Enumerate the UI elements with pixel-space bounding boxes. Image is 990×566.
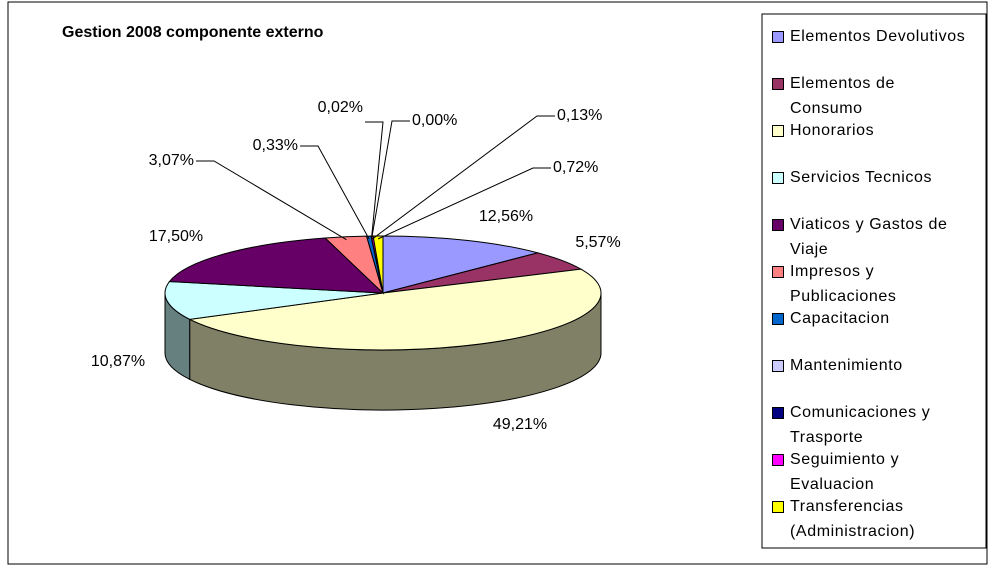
legend-swatch xyxy=(772,313,784,325)
pie-slice xyxy=(168,237,385,294)
legend-item: Elementos Devolutivos xyxy=(772,24,982,49)
legend-swatch xyxy=(772,501,784,513)
legend-swatch xyxy=(772,266,784,278)
legend-box xyxy=(761,13,987,549)
pie-slice xyxy=(188,268,602,351)
legend-swatch xyxy=(772,78,784,90)
legend-label: Elementos Devolutivos xyxy=(790,28,966,45)
legend-label: Honorarios xyxy=(790,122,875,139)
data-label: 0,72% xyxy=(553,159,598,176)
legend-swatch xyxy=(772,360,784,372)
legend-item: Comunicaciones y Trasporte xyxy=(772,400,982,450)
legend-swatch xyxy=(772,125,784,137)
pie-slice xyxy=(164,281,384,320)
data-label: 10,87% xyxy=(91,353,145,370)
data-label: 49,21% xyxy=(493,416,547,433)
leader-line xyxy=(300,145,370,240)
data-label: 3,07% xyxy=(149,152,194,169)
pie-slice xyxy=(372,235,384,294)
legend-swatch xyxy=(772,219,784,231)
legend-label: Comunicaciones y Trasporte xyxy=(790,404,931,446)
legend-item: Capacitacion xyxy=(772,306,982,331)
legend-label: Servicios Tecnicos xyxy=(790,169,933,186)
legend-swatch xyxy=(772,31,784,43)
data-label: 0,02% xyxy=(318,99,363,116)
legend-item: Impresos y Publicaciones xyxy=(772,259,982,309)
legend-label: Mantenimiento xyxy=(790,357,903,374)
legend-swatch xyxy=(772,454,784,466)
legend-item: Viaticos y Gastos de Viaje xyxy=(772,212,982,262)
legend-label: Impresos y Publicaciones xyxy=(790,263,897,305)
legend-label: Elementos de Consumo xyxy=(790,75,896,117)
legend-label: Capacitacion xyxy=(790,310,890,327)
legend-item: Servicios Tecnicos xyxy=(772,165,982,190)
data-label: 12,56% xyxy=(479,208,533,225)
legend-item: Seguimiento y Evaluacion xyxy=(772,447,982,497)
leader-line xyxy=(377,167,551,240)
legend-label: Seguimiento y Evaluacion xyxy=(790,451,900,493)
leader-line xyxy=(371,120,410,240)
chart-title: Gestion 2008 componente externo xyxy=(62,24,324,41)
data-label: 17,50% xyxy=(149,228,203,245)
legend-label: Viaticos y Gastos de Viaje xyxy=(790,216,948,258)
data-label: 5,57% xyxy=(575,234,620,251)
legend-label: Transferencias (Administracion) xyxy=(790,498,916,540)
legend-swatch xyxy=(772,172,784,184)
data-label: 0,00% xyxy=(412,112,457,129)
leader-line xyxy=(365,121,384,239)
leader-line xyxy=(372,115,555,240)
data-label: 0,33% xyxy=(253,137,298,154)
pie-slice xyxy=(382,235,540,294)
legend-item: Elementos de Consumo xyxy=(772,71,982,121)
leader-line xyxy=(196,160,347,241)
legend-item: Transferencias (Administracion) xyxy=(772,494,982,544)
data-label: 0,13% xyxy=(557,107,602,124)
legend-swatch xyxy=(772,407,784,419)
legend-item: Mantenimiento xyxy=(772,353,982,378)
legend-item: Honorarios xyxy=(772,118,982,143)
